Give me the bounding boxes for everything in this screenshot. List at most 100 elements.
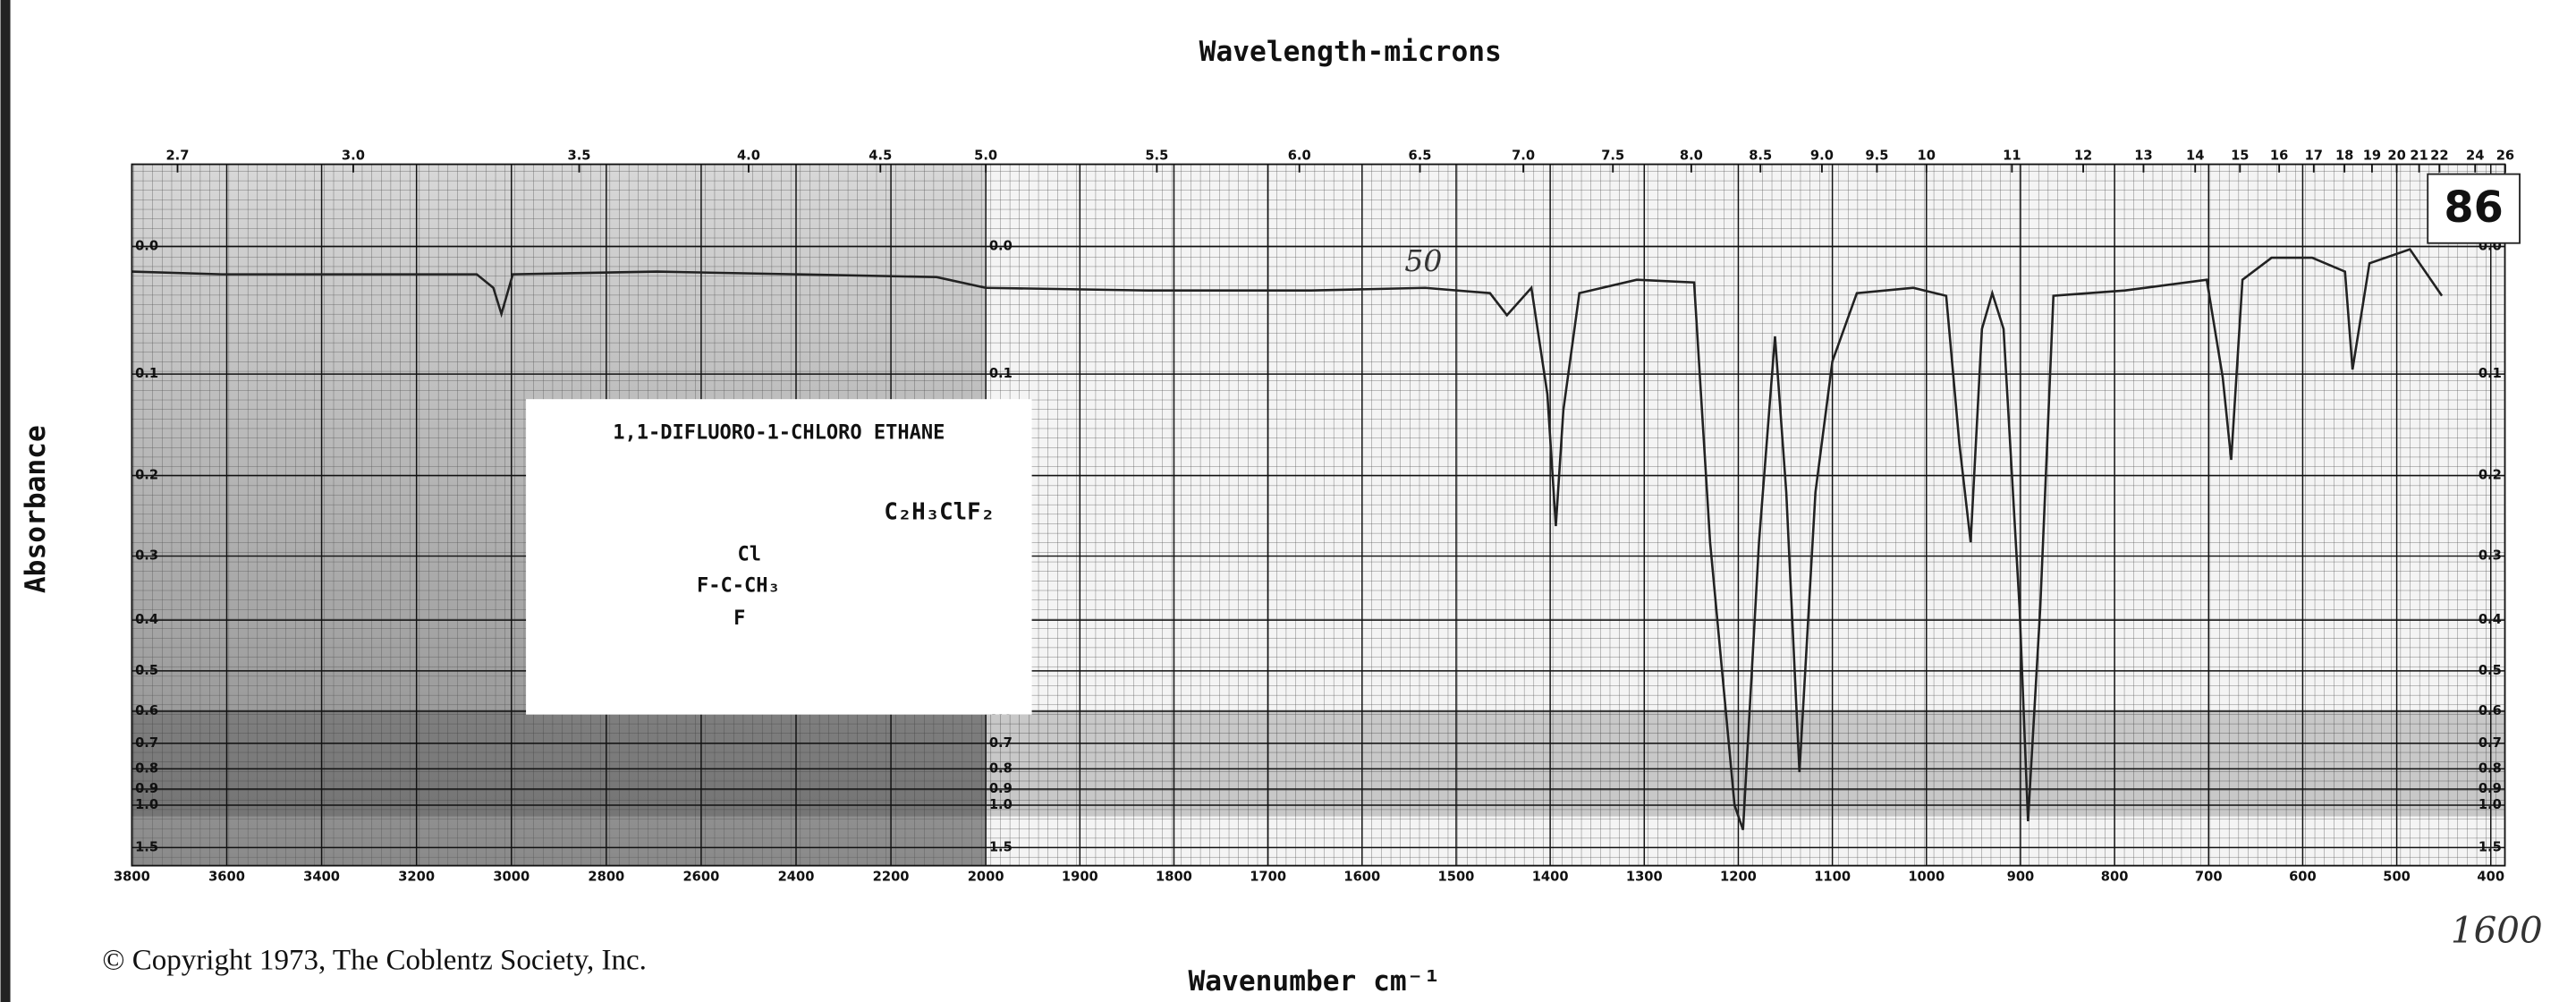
x2-tick-label: 7.5 — [1601, 148, 1624, 163]
y-tick-label: 0.3 — [2479, 548, 2502, 564]
x-tick-label: 1800 — [1156, 869, 1192, 884]
x2-tick-label: 8.0 — [1680, 148, 1703, 163]
scan-edge — [0, 0, 11, 1002]
x2-tick-label: 9.0 — [1810, 148, 1834, 163]
x-tick-label: 700 — [2195, 869, 2223, 884]
spectrum-number: 86 — [2444, 183, 2503, 233]
y-tick-label: 1.5 — [2479, 839, 2502, 854]
x-tick-label: 500 — [2383, 869, 2411, 884]
y-tick-label: 0.1 — [2479, 366, 2502, 381]
y-tick-label: 0.4 — [135, 612, 158, 627]
y-tick-label: 0.9 — [989, 781, 1013, 796]
x2-tick-label: 6.0 — [1288, 148, 1311, 163]
y-tick-label: 0.7 — [989, 735, 1013, 751]
x2-tick-label: 3.0 — [342, 148, 365, 163]
y-tick-label: 0.7 — [2479, 735, 2502, 751]
x2-tick-label: 19 — [2363, 148, 2381, 163]
x-tick-label: 1300 — [1626, 869, 1663, 884]
y-tick-label: 0.5 — [2479, 663, 2502, 678]
compound-box — [526, 399, 1032, 715]
y-tick-label: 0.0 — [989, 238, 1013, 253]
handwritten-note: 1600 — [2451, 909, 2543, 951]
plot-frame — [131, 163, 2506, 867]
spectrum-line — [986, 248, 2444, 830]
x-tick-label: 2800 — [588, 869, 624, 884]
x2-tick-label: 20 — [2387, 148, 2405, 163]
x-tick-label: 1400 — [1532, 869, 1569, 884]
x-tick-label: 1000 — [1908, 869, 1945, 884]
x-tick-label: 1700 — [1250, 869, 1286, 884]
x2-tick-label: 18 — [2335, 148, 2353, 163]
x-tick-label: 900 — [2007, 869, 2035, 884]
x2-tick-label: 4.5 — [869, 148, 892, 163]
x-tick-label: 1600 — [1343, 869, 1380, 884]
x2-tick-label: 7.0 — [1512, 148, 1535, 163]
y-tick-label: 0.8 — [989, 760, 1013, 776]
y-tick-label: 1.0 — [135, 797, 158, 812]
y-tick-label: 0.2 — [2479, 468, 2502, 483]
structure-top: Cl — [738, 544, 762, 566]
x-tick-label: 2000 — [968, 869, 1004, 884]
y-tick-label: 0.3 — [135, 548, 158, 564]
x2-tick-label: 2.7 — [165, 148, 189, 163]
x-tick-label: 600 — [2289, 869, 2317, 884]
x-tick-label: 800 — [2101, 869, 2129, 884]
y-tick-label: 1.5 — [135, 839, 158, 854]
y-tick-label: 0.9 — [2479, 781, 2502, 796]
y-tick-label: 0.5 — [135, 663, 158, 678]
x-tick-label: 3600 — [208, 869, 245, 884]
y-axis-title: Absorbance — [20, 425, 52, 593]
x-tick-label: 3000 — [493, 869, 530, 884]
x2-tick-label: 24 — [2466, 148, 2484, 163]
x2-tick-label: 17 — [2305, 148, 2323, 163]
x-tick-label: 2400 — [778, 869, 815, 884]
x2-tick-label: 5.5 — [1145, 148, 1168, 163]
y-tick-label: 0.1 — [989, 366, 1013, 381]
compound-formula: C₂H₃ClF₂ — [884, 498, 995, 525]
spectrum-number-box — [2427, 173, 2521, 244]
compound-name: 1,1-DIFLUORO-1-CHLORO ETHANE — [613, 422, 945, 445]
x2-tick-label: 4.0 — [737, 148, 760, 163]
x-tick-label: 400 — [2477, 869, 2504, 884]
x2-tick-label: 13 — [2134, 148, 2152, 163]
spectrum-line — [131, 270, 987, 318]
x-tick-label: 3200 — [398, 869, 435, 884]
x2-tick-label: 14 — [2186, 148, 2204, 163]
y-tick-label: 0.8 — [135, 760, 158, 776]
y-tick-label: 0.2 — [135, 468, 158, 483]
top-axis-title: Wavelength-microns — [1199, 36, 1502, 68]
handwritten-note: 50 — [1404, 243, 1442, 278]
x2-tick-label: 11 — [2003, 148, 2021, 163]
x2-tick-label: 12 — [2074, 148, 2092, 163]
structure-bottom: F — [733, 607, 745, 630]
x-tick-label: 3400 — [303, 869, 340, 884]
x2-tick-label: 5.0 — [974, 148, 997, 163]
x2-tick-label: 10 — [1918, 148, 1936, 163]
y-tick-label: 0.6 — [2479, 703, 2502, 718]
y-tick-label: 0.1 — [135, 366, 158, 381]
x-tick-label: 2200 — [873, 869, 910, 884]
x-tick-label: 3800 — [114, 869, 150, 884]
x-tick-label: 1100 — [1814, 869, 1851, 884]
y-tick-label: 0.8 — [2479, 760, 2502, 776]
x-tick-label: 1200 — [1720, 869, 1757, 884]
y-tick-label: 0.0 — [135, 238, 158, 253]
x2-tick-label: 21 — [2410, 148, 2428, 163]
x-tick-label: 1500 — [1438, 869, 1475, 884]
y-tick-label: 1.0 — [989, 797, 1013, 812]
y-tick-label: 1.5 — [989, 839, 1013, 854]
x2-tick-label: 26 — [2496, 148, 2514, 163]
y-tick-label: 0.4 — [2479, 612, 2502, 627]
x2-tick-label: 22 — [2430, 148, 2448, 163]
graph-paper-band — [131, 709, 2505, 817]
structure-middle: F-C-CH₃ — [697, 574, 780, 597]
x2-tick-label: 8.5 — [1749, 148, 1772, 163]
x-tick-label: 2600 — [682, 869, 719, 884]
y-tick-label: 1.0 — [2479, 797, 2502, 812]
copyright: © Copyright 1973, The Coblentz Society, … — [102, 945, 647, 977]
x2-tick-label: 6.5 — [1409, 148, 1432, 163]
x2-tick-label: 15 — [2231, 148, 2249, 163]
y-tick-label: 0.6 — [135, 703, 158, 718]
